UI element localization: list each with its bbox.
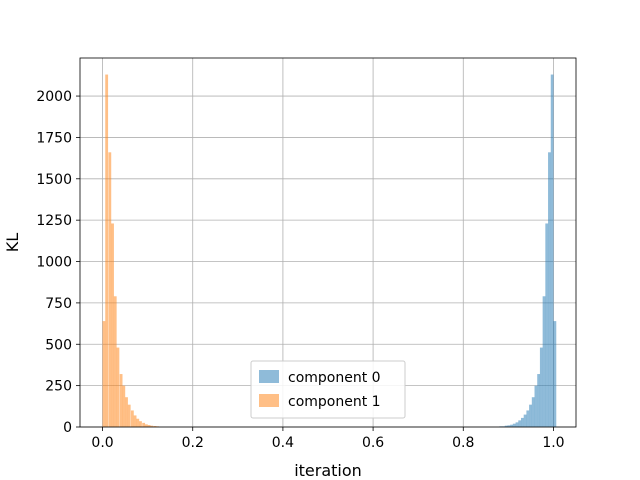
bar-series0-13 <box>534 385 538 427</box>
x-tick-label-0: 0.0 <box>91 435 113 451</box>
y-tick-label-2: 500 <box>45 337 72 353</box>
bar-series1-13 <box>139 421 142 427</box>
legend-label-1: component 1 <box>288 394 381 410</box>
bar-series1-10 <box>130 410 134 427</box>
bar-series1-12 <box>136 418 140 427</box>
bar-series1-14 <box>142 422 146 427</box>
bar-series1-11 <box>133 415 137 427</box>
bar-series1-7 <box>122 385 126 427</box>
x-tick-label-2: 0.4 <box>272 435 294 451</box>
bar-series0-14 <box>537 374 541 427</box>
legend-box <box>250 360 406 419</box>
x-tick-label-4: 0.8 <box>452 435 474 451</box>
legend-swatch-1 <box>259 394 279 407</box>
bar-series0-4 <box>510 424 513 427</box>
bar-series0-8 <box>520 417 524 427</box>
x-tick-label-1: 0.2 <box>182 435 204 451</box>
bar-series1-0 <box>102 321 106 427</box>
bar-series1-5 <box>116 347 120 427</box>
bar-series0-5 <box>512 423 516 427</box>
bar-series1-16 <box>147 425 151 427</box>
bar-series1-3 <box>111 223 114 427</box>
y-tick-label-6: 1500 <box>36 172 72 188</box>
bar-series1-1 <box>105 74 109 427</box>
bar-series0-15 <box>539 347 543 427</box>
histogram-bars <box>102 74 557 427</box>
x-tick-label-5: 1.0 <box>542 435 564 451</box>
bar-series0-2 <box>504 425 508 427</box>
y-tick-label-7: 1750 <box>36 130 72 146</box>
x-axis-ticks: 0.0 0.2 0.4 0.6 0.8 1.0 <box>91 427 565 451</box>
bar-series1-18 <box>153 426 157 427</box>
plot-frame <box>79 57 577 428</box>
bar-series0-7 <box>518 420 522 427</box>
bar-series0-3 <box>507 425 511 427</box>
y-axis-label: KL <box>3 233 22 252</box>
bar-series1-8 <box>125 397 128 427</box>
bar-series0-10 <box>526 410 530 427</box>
y-tick-label-8: 2000 <box>36 89 72 105</box>
bar-series1-17 <box>150 425 154 427</box>
x-axis-label: iteration <box>294 461 362 480</box>
legend-label-0: component 0 <box>288 370 381 386</box>
y-tick-label-3: 750 <box>45 296 72 312</box>
y-tick-label-1: 250 <box>45 379 72 395</box>
legend: component 0 component 1 <box>250 360 406 419</box>
y-tick-label-0: 0 <box>63 420 72 436</box>
bar-series1-9 <box>127 404 131 427</box>
bar-series1-6 <box>119 374 123 427</box>
bar-series1-4 <box>113 296 117 427</box>
bar-series0-12 <box>531 397 535 427</box>
legend-swatch-0 <box>259 370 279 383</box>
bar-series1-2 <box>108 152 112 427</box>
y-tick-label-4: 1000 <box>36 255 72 271</box>
bar-series0-18 <box>548 152 551 427</box>
y-tick-label-5: 1250 <box>36 213 72 229</box>
bar-series0-20 <box>553 321 557 427</box>
bar-series1-15 <box>144 424 148 427</box>
x-tick-label-3: 0.6 <box>362 435 384 451</box>
bar-series0-11 <box>529 404 532 427</box>
bar-series0-6 <box>515 422 519 427</box>
bar-series0-19 <box>550 74 554 427</box>
bar-series0-9 <box>523 414 527 427</box>
y-axis-ticks: 0 250 500 750 1000 1250 1500 1750 2000 <box>36 89 80 436</box>
bar-series0-17 <box>545 223 549 427</box>
bar-series0-16 <box>542 296 546 427</box>
